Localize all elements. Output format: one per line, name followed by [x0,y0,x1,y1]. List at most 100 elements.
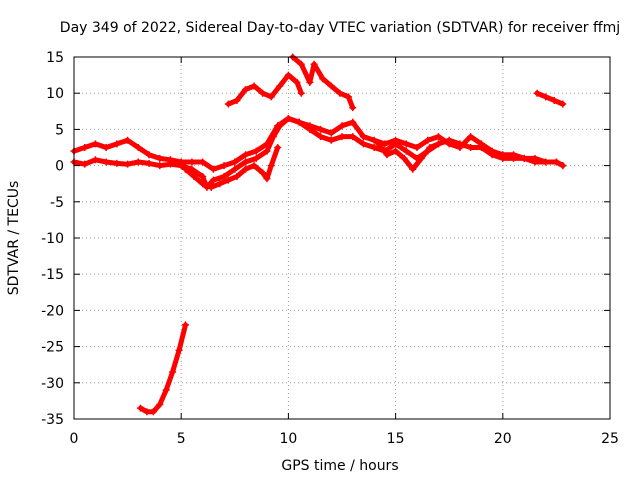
data-point [274,122,282,130]
data-point [327,136,335,144]
data-point [434,140,442,148]
data-point [267,162,275,170]
series-track-b-dip [181,144,282,191]
data-point [542,158,550,166]
data-point [181,321,189,329]
data-point [156,401,164,409]
x-tick-label: 0 [70,431,79,447]
data-point [207,183,215,191]
data-point [359,133,367,141]
data-point [488,147,496,155]
data-point [91,156,99,164]
data-point [297,60,305,68]
data-point [124,160,132,168]
data-point [233,96,241,104]
data-point [145,159,153,167]
data-point [134,158,142,166]
data-point [242,165,250,173]
data-point [102,144,110,151]
data-point [188,158,196,166]
data-point [327,129,335,137]
data-point [317,125,325,133]
series-track-a-high [70,115,567,173]
data-point [136,404,144,412]
data-point [531,154,539,162]
data-point [259,89,267,97]
data-point [149,408,157,416]
data-point [392,136,400,144]
x-tick-label: 25 [601,431,619,447]
data-point [295,118,303,126]
y-tick-label: 0 [55,159,64,175]
data-point [456,144,464,151]
data-point [276,82,284,90]
data-point [552,158,560,166]
data-point [381,140,389,148]
data-point [81,160,89,168]
data-point [145,151,153,159]
data-point [199,180,207,188]
data-point [510,151,518,159]
data-point [220,162,228,170]
data-point [156,162,164,170]
data-point [224,176,232,184]
data-point [250,162,258,170]
grid [74,57,610,419]
data-point [233,172,241,180]
data-point [274,144,282,151]
data-point [162,386,170,394]
data-point [134,144,142,151]
data-point [520,154,528,162]
data-point [319,75,327,83]
data-point [267,93,275,101]
data-point [169,368,177,376]
series-track-g-low [136,321,189,416]
data-point [177,158,185,166]
data-point [445,140,453,148]
series-track-f-right [533,89,567,108]
data-point [349,118,357,126]
x-tick-label: 10 [279,431,297,447]
data-point [370,144,378,151]
data-point [293,78,301,86]
series-track-e-plateau [289,53,357,112]
data-point [263,140,271,148]
data-point [216,180,224,188]
series-track-d-plateau [224,71,305,108]
data-point [252,147,260,155]
data-point [102,158,110,166]
data-point [413,144,421,151]
data-point [467,133,475,141]
data-point [252,154,260,162]
data-point [336,89,344,97]
data-point [349,133,357,141]
x-axis-label: GPS time / hours [281,458,398,474]
y-tick-label: 10 [46,86,64,102]
y-tick-label: 15 [46,50,64,66]
data-point [175,346,183,354]
data-point [224,100,232,108]
x-tick-label: 20 [494,431,512,447]
data-point [559,162,567,170]
data-point [374,140,382,148]
data-point [242,86,250,94]
data-point [306,122,314,130]
data-point [338,133,346,141]
data-point [417,154,425,162]
data-point [402,140,410,148]
data-point [284,71,292,79]
data-point [424,136,432,144]
data-point [166,156,174,164]
data-point [263,147,271,155]
y-tick-label: -25 [41,340,64,356]
series-line [225,72,304,107]
data-point [231,165,239,173]
data-point [242,151,250,159]
data-point [477,140,485,148]
chart-title: Day 349 of 2022, Sidereal Day-to-day VTE… [60,20,620,36]
y-tick-label: -30 [41,376,64,392]
data-point [124,136,132,144]
data-point [297,89,305,97]
data-point [327,82,335,90]
